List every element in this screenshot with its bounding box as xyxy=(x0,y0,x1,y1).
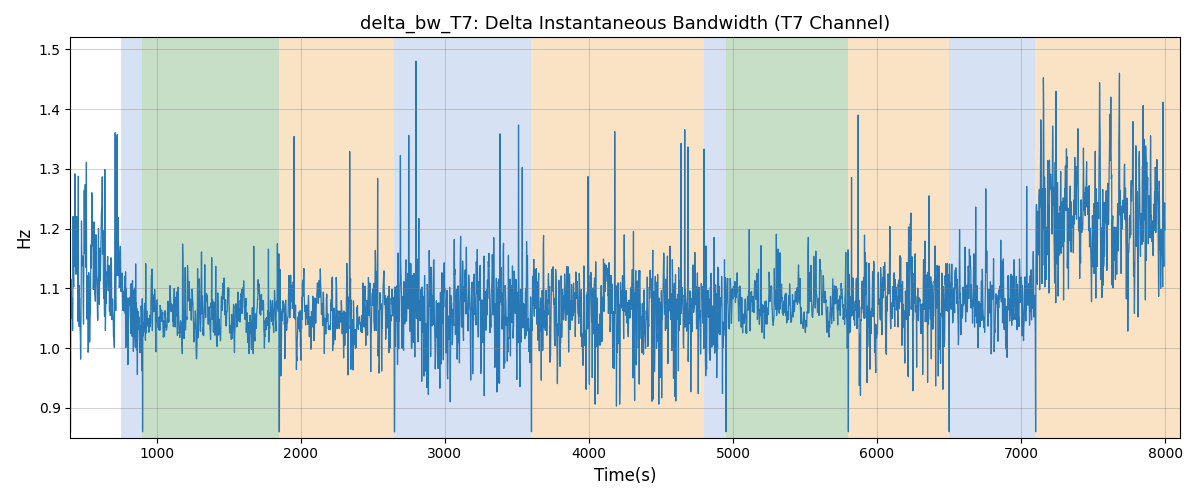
Title: delta_bw_T7: Delta Instantaneous Bandwidth (T7 Channel): delta_bw_T7: Delta Instantaneous Bandwid… xyxy=(360,15,890,34)
X-axis label: Time(s): Time(s) xyxy=(594,467,656,485)
Bar xyxy=(726,38,848,438)
Bar xyxy=(121,38,143,438)
Bar xyxy=(395,38,532,438)
Bar xyxy=(848,38,949,438)
Bar xyxy=(704,38,726,438)
Bar xyxy=(1036,38,1194,438)
Bar xyxy=(949,38,1036,438)
Bar xyxy=(143,38,280,438)
Bar xyxy=(280,38,395,438)
Y-axis label: Hz: Hz xyxy=(14,227,32,248)
Bar xyxy=(532,38,704,438)
